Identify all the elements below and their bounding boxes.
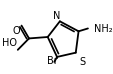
Text: Br: Br xyxy=(47,56,57,66)
Text: NH₂: NH₂ xyxy=(93,24,111,34)
Text: S: S xyxy=(79,57,85,67)
Text: O: O xyxy=(13,26,20,36)
Text: HO: HO xyxy=(2,38,17,48)
Text: N: N xyxy=(53,11,60,21)
